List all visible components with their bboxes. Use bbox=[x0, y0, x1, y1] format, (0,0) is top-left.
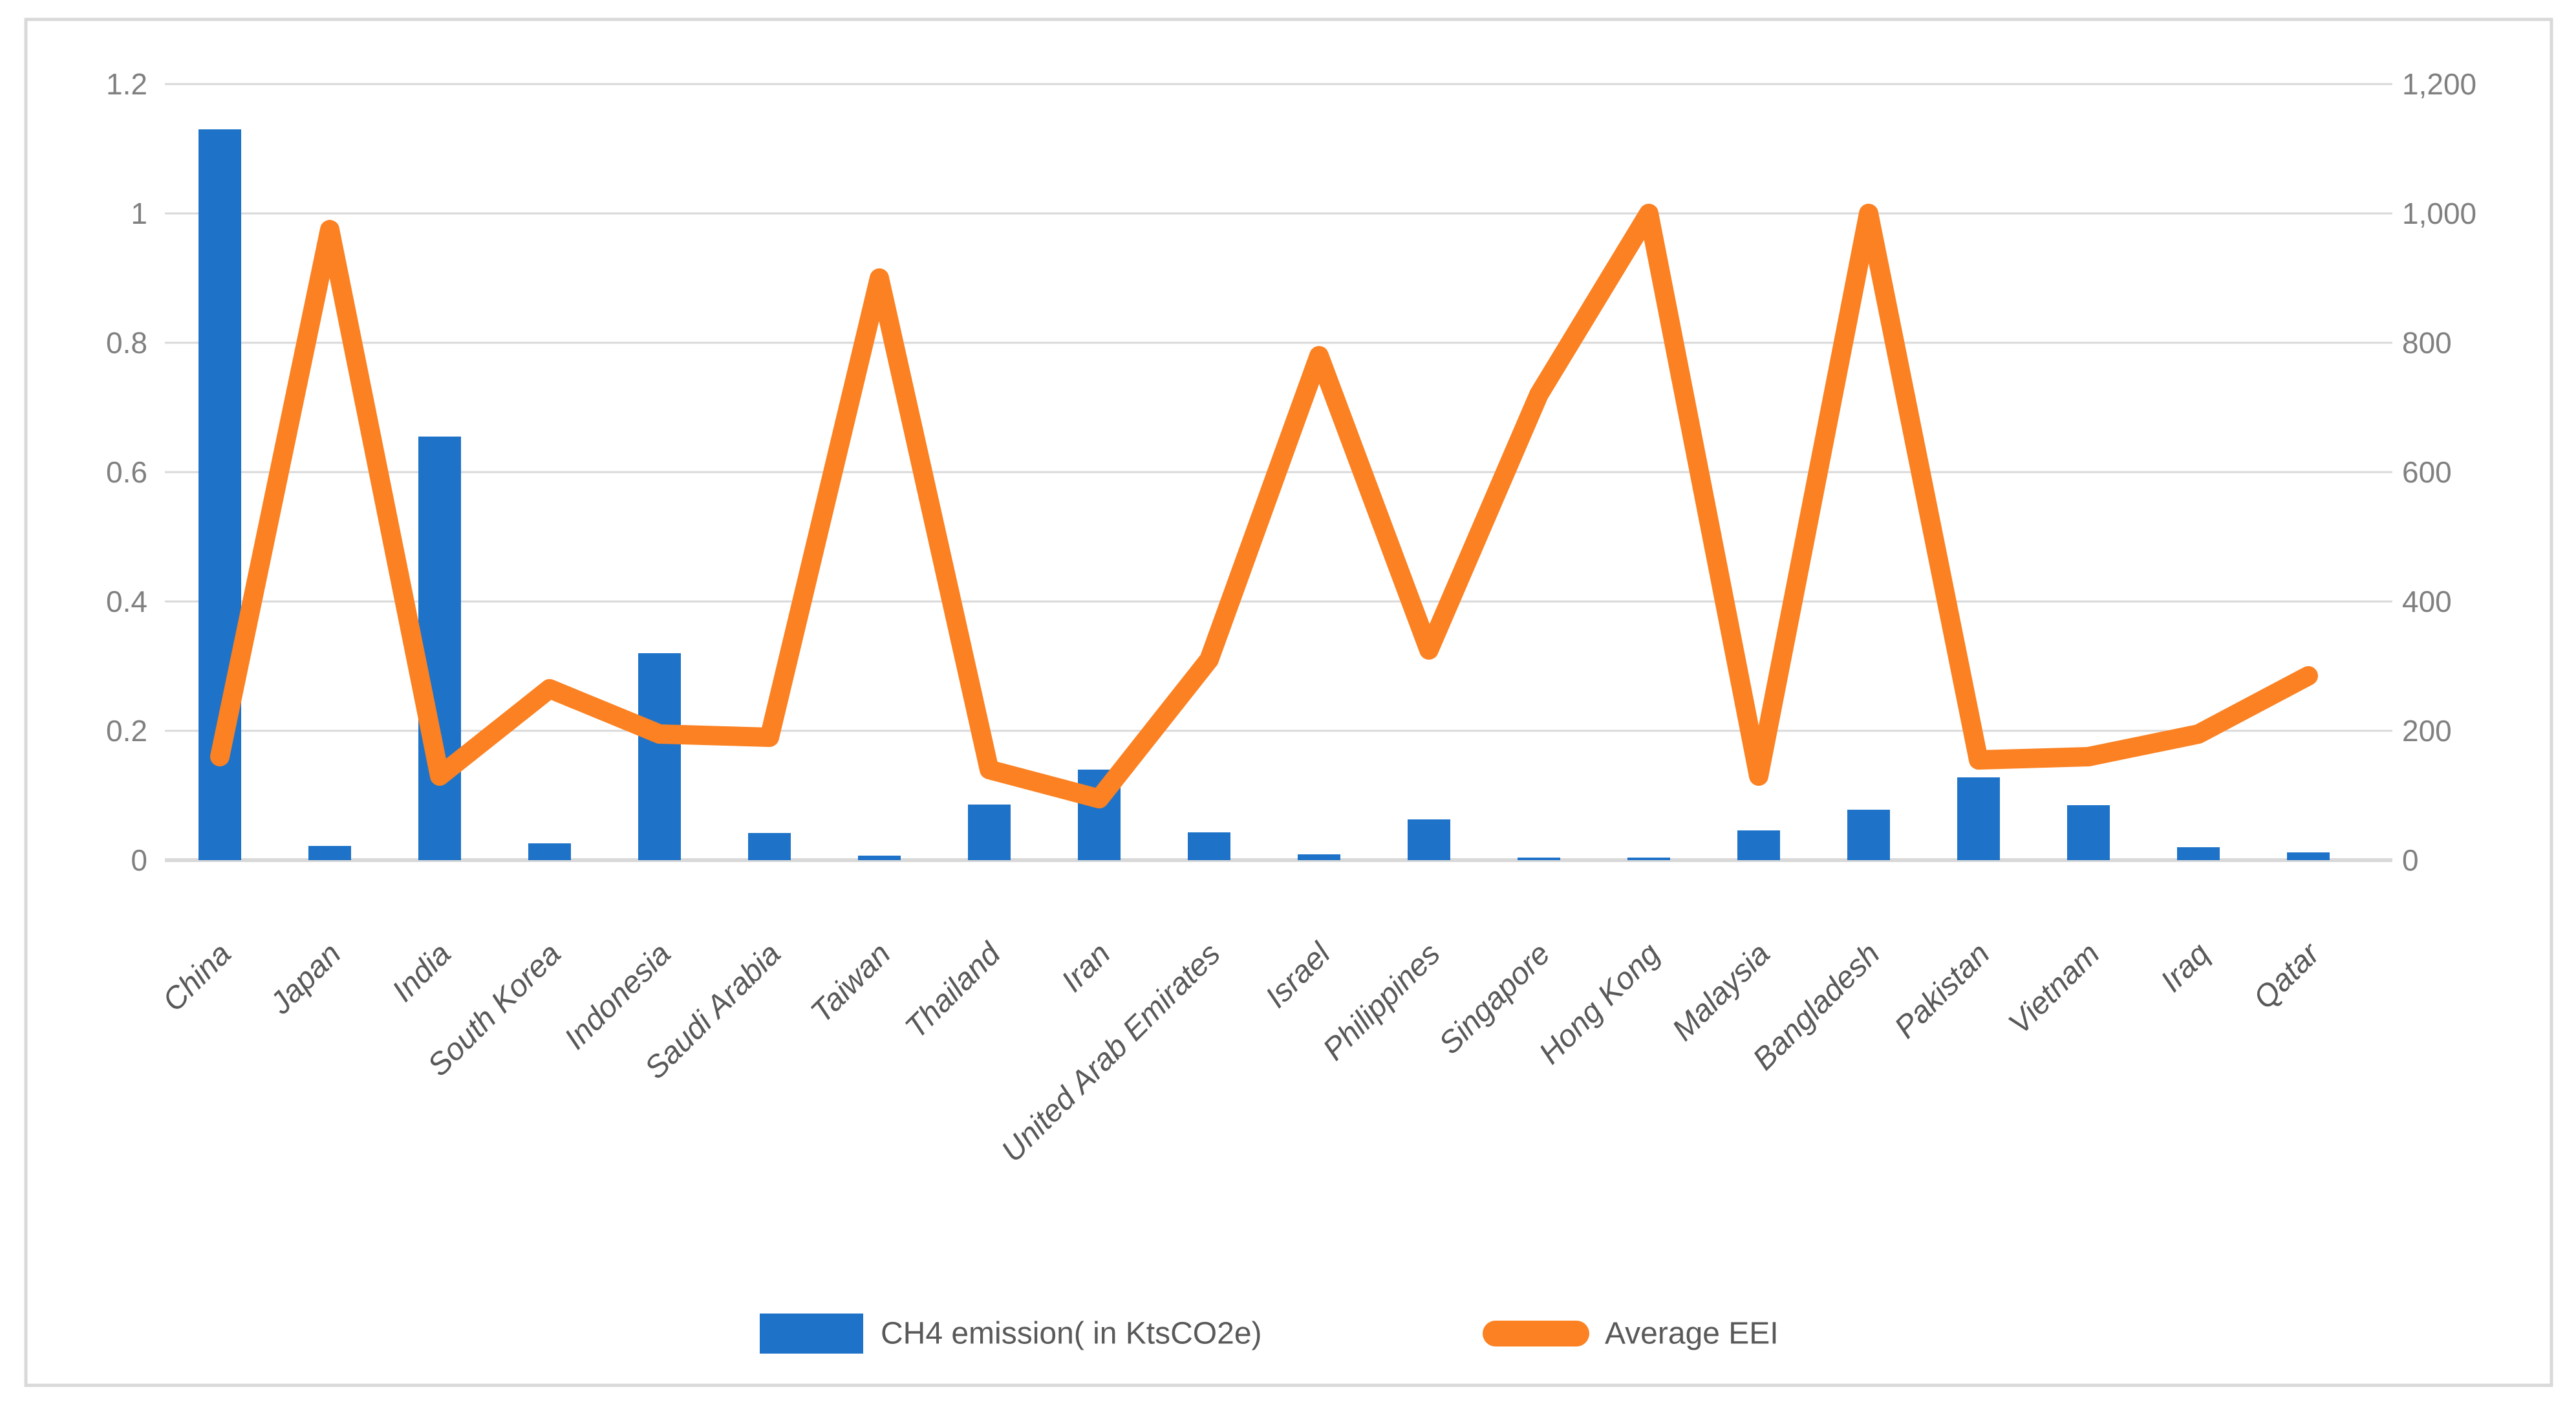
category-label: India bbox=[386, 936, 458, 1008]
category-label: United Arab Emirates bbox=[995, 936, 1227, 1169]
category-label: Hong Kong bbox=[1532, 936, 1667, 1071]
category-label: Pakistan bbox=[1888, 936, 1997, 1045]
bar-south-korea bbox=[528, 843, 571, 860]
left-axis-tick: 0.2 bbox=[106, 714, 147, 748]
left-axis-tick: 1.2 bbox=[106, 67, 147, 101]
legend-bar-swatch bbox=[760, 1314, 863, 1354]
legend-bar-label: CH4 emission( in KtsCO2e) bbox=[881, 1317, 1262, 1351]
bar-india bbox=[418, 437, 461, 860]
category-label: China bbox=[156, 936, 238, 1018]
bar-japan bbox=[308, 846, 351, 860]
bar-hong-kong bbox=[1627, 858, 1670, 860]
right-axis-tick: 1,200 bbox=[2402, 67, 2476, 101]
bar-taiwan bbox=[858, 856, 901, 860]
bar-philippines bbox=[1408, 819, 1450, 860]
left-axis-tick: 0.4 bbox=[106, 585, 147, 618]
right-axis-tick: 600 bbox=[2402, 455, 2452, 489]
category-label: Taiwan bbox=[804, 936, 897, 1030]
bar-israel bbox=[1298, 854, 1340, 860]
category-label: Philippines bbox=[1316, 936, 1447, 1067]
legend-line-label: Average EEI bbox=[1605, 1317, 1779, 1351]
bar-bangladesh bbox=[1847, 810, 1890, 860]
legend-line-swatch bbox=[1483, 1321, 1589, 1347]
eei-line bbox=[210, 204, 2318, 808]
category-label: Vietnam bbox=[2002, 936, 2106, 1041]
category-label: Iraq bbox=[2154, 936, 2216, 999]
category-label: Israel bbox=[1259, 936, 1337, 1014]
category-label: Qatar bbox=[2247, 936, 2327, 1016]
left-axis-tick: 0.6 bbox=[106, 455, 147, 489]
category-label: Iran bbox=[1055, 936, 1117, 999]
right-axis-tick: 200 bbox=[2402, 714, 2452, 748]
right-axis-tick: 800 bbox=[2402, 326, 2452, 360]
bar-thailand bbox=[968, 805, 1011, 860]
category-label: Thailand bbox=[899, 936, 1008, 1045]
bar-indonesia bbox=[638, 653, 681, 860]
bar-pakistan bbox=[1957, 777, 2000, 860]
bar-united-arab-emirates bbox=[1188, 832, 1230, 860]
left-axis-tick: 1 bbox=[131, 197, 147, 230]
right-axis-tick: 400 bbox=[2402, 585, 2452, 618]
right-axis-tick: 1,000 bbox=[2402, 197, 2476, 230]
category-label: Japan bbox=[263, 936, 348, 1021]
left-axis-tick: 0 bbox=[131, 843, 147, 877]
bar-iraq bbox=[2177, 847, 2220, 860]
bar-vietnam bbox=[2067, 805, 2110, 860]
bar-qatar bbox=[2287, 852, 2330, 860]
category-label: Malaysia bbox=[1666, 936, 1776, 1047]
bar-singapore bbox=[1518, 858, 1560, 860]
bar-malaysia bbox=[1737, 830, 1780, 860]
left-axis-tick: 0.8 bbox=[106, 326, 147, 360]
bar-saudi-arabia bbox=[748, 833, 791, 860]
category-label: Indonesia bbox=[558, 936, 678, 1056]
chart-border bbox=[24, 17, 2553, 1387]
right-axis-tick: 0 bbox=[2402, 843, 2419, 877]
